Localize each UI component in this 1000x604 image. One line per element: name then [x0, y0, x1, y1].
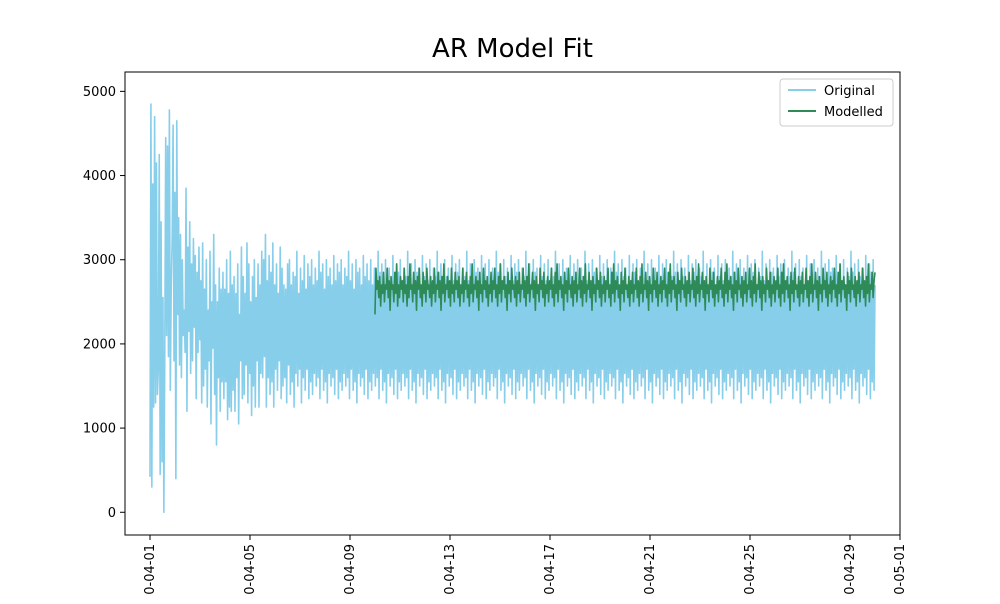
y-tick-label: 2000 — [83, 337, 116, 352]
x-tick-label: 0-04-17 — [543, 544, 558, 595]
series-line-original — [149, 103, 876, 514]
y-tick-label: 1000 — [83, 422, 116, 437]
chart-title: AR Model Fit — [432, 34, 593, 64]
x-tick-label: 0-04-01 — [143, 544, 158, 595]
x-tick-label: 0-04-13 — [443, 544, 458, 595]
x-tick-label: 0-04-29 — [843, 544, 858, 595]
legend: Original Modelled — [779, 78, 894, 127]
x-tick-label: 0-04-09 — [343, 544, 358, 595]
plot-area — [149, 103, 876, 514]
x-tick-label: 0-05-01 — [893, 544, 908, 595]
axes: 0 1000 2000 3000 4000 5000 0-04-01 0-04-05 0-04-… — [83, 71, 908, 595]
axes-frame — [124, 71, 901, 536]
y-tick-label: 0 — [108, 506, 116, 521]
legend-label-original: Original — [824, 84, 875, 99]
x-tick-label: 0-04-25 — [743, 544, 758, 595]
series-line-modelled — [374, 263, 876, 315]
x-tick-label: 0-04-05 — [243, 544, 258, 595]
x-tick-label: 0-04-21 — [643, 544, 658, 595]
y-tick-label: 4000 — [83, 169, 116, 184]
legend-label-modelled: Modelled — [824, 105, 883, 120]
y-tick-label: 3000 — [83, 253, 116, 268]
y-tick-label: 5000 — [83, 85, 116, 100]
